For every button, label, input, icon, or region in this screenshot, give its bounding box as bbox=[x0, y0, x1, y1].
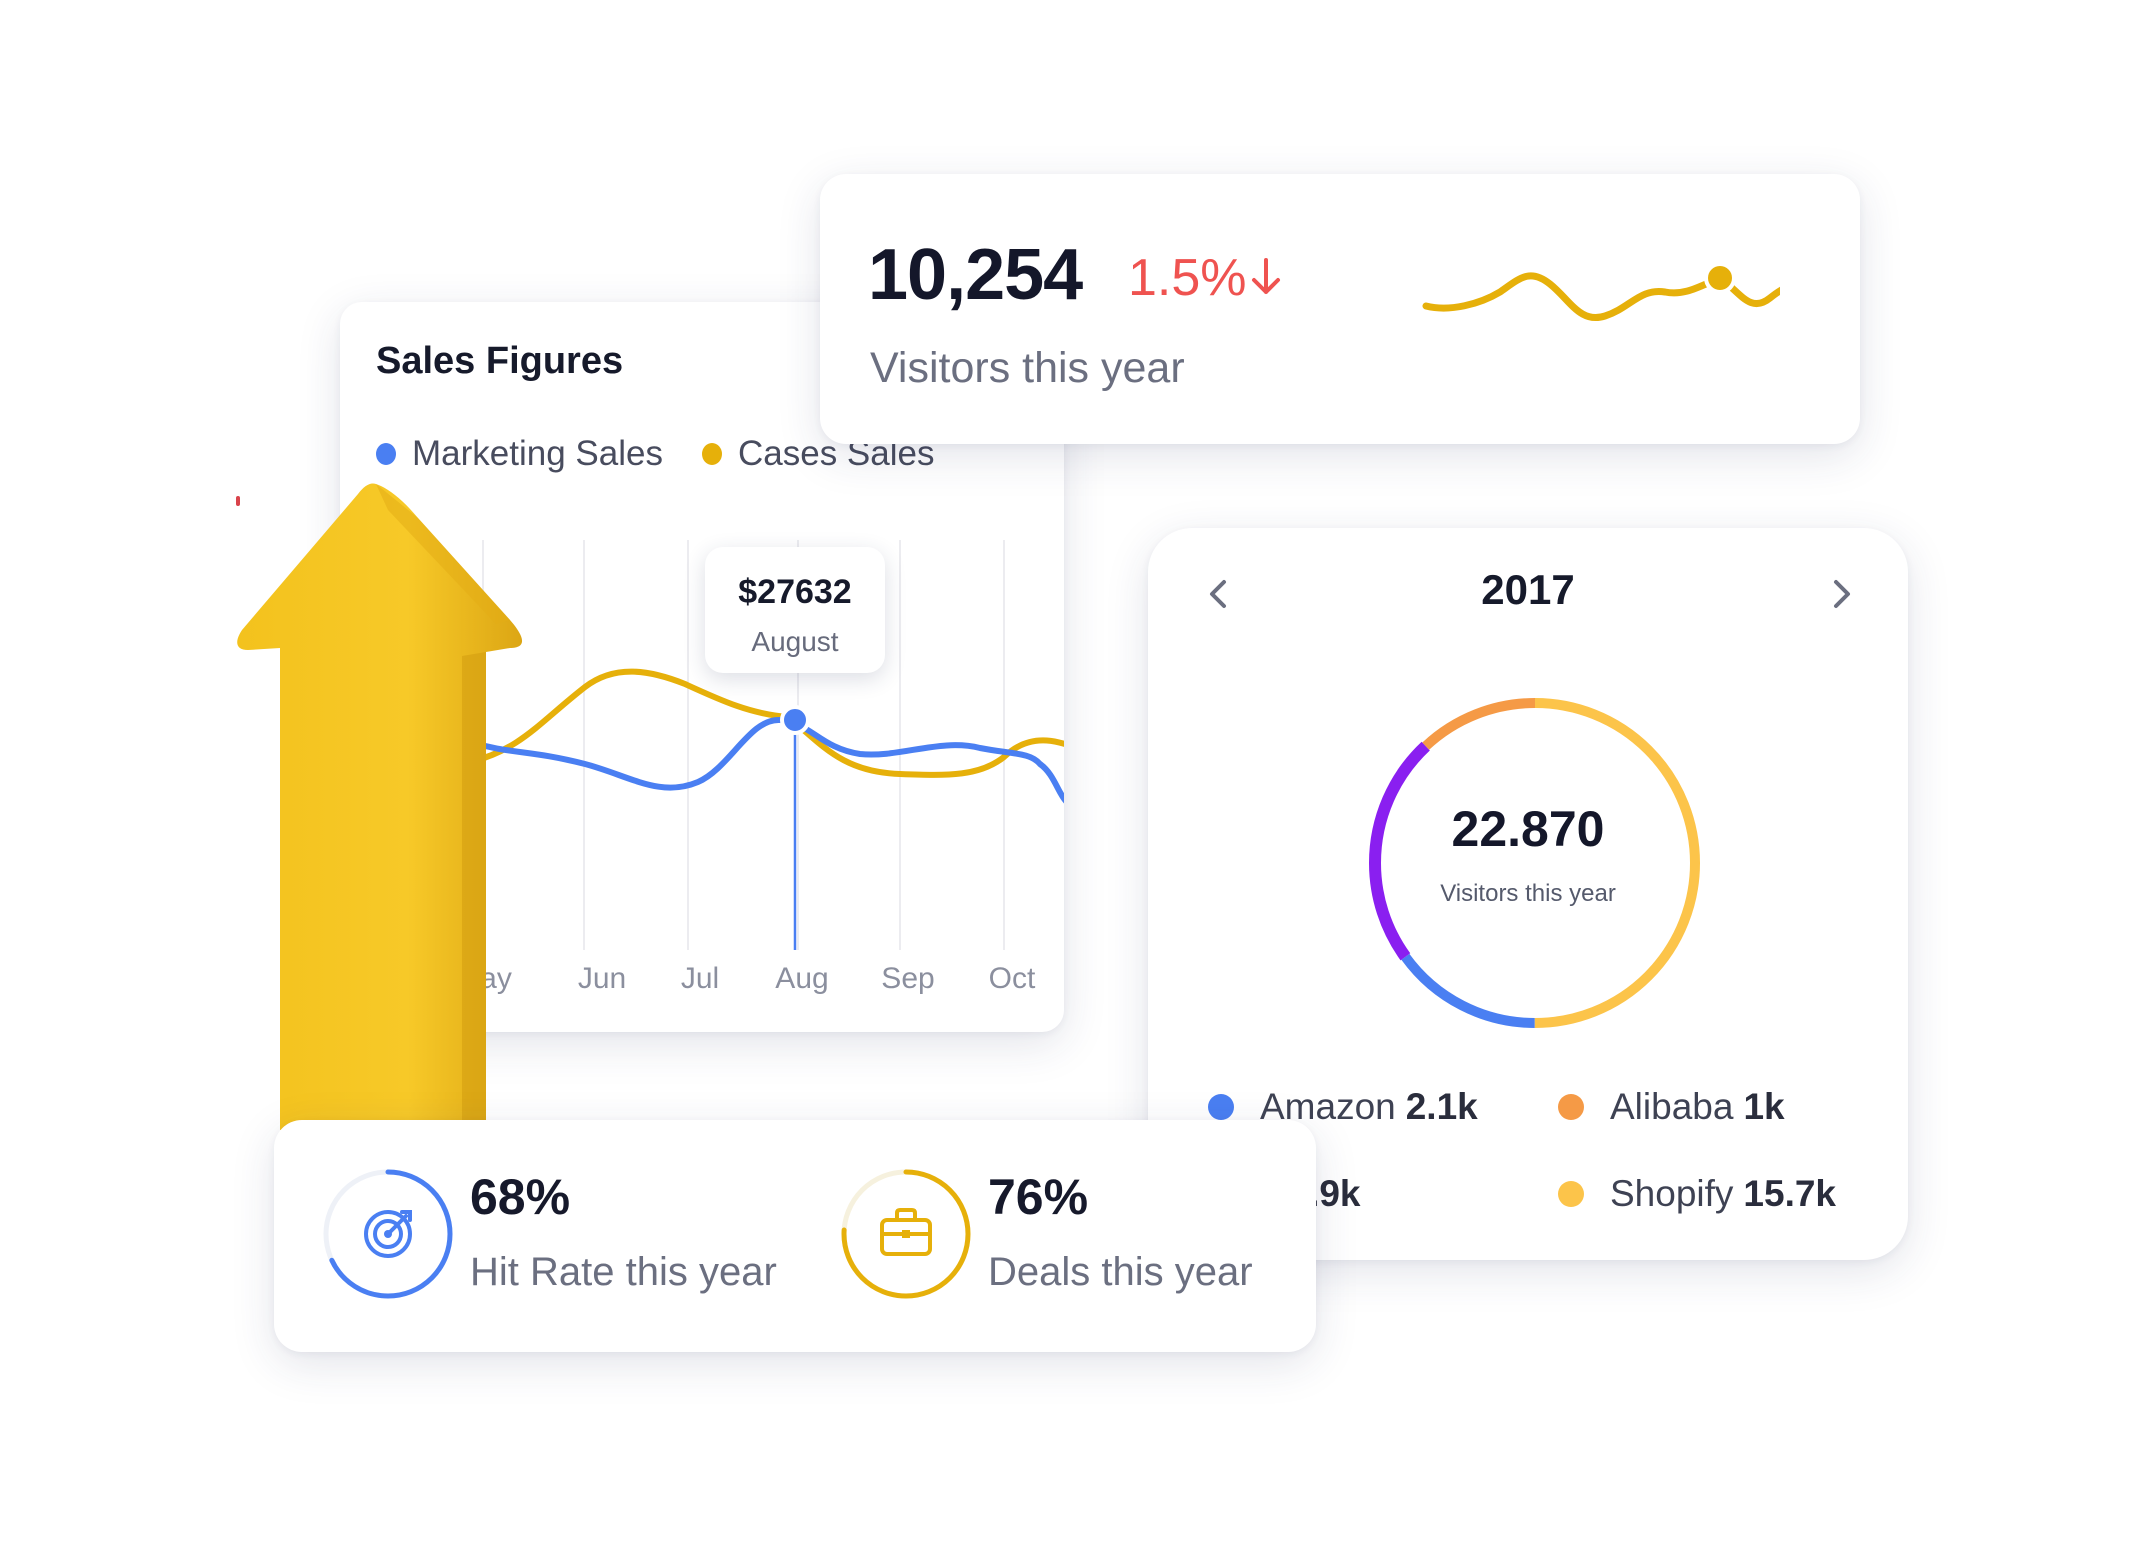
briefcase-icon bbox=[880, 1208, 932, 1256]
donut-segment-purple[interactable] bbox=[1369, 697, 1701, 1029]
store-value: 2.1k bbox=[1405, 1086, 1478, 1127]
donut-segments bbox=[1369, 697, 1701, 1029]
deals-progress-ring bbox=[841, 1169, 971, 1299]
store-dot bbox=[1558, 1181, 1584, 1207]
hit-rate-progress-ring bbox=[323, 1169, 453, 1299]
month-label: Oct bbox=[988, 962, 1036, 995]
hit-rate-value: 68% bbox=[470, 1169, 571, 1225]
deals-label: Deals this year bbox=[988, 1250, 1253, 1294]
donut-segment-shopify[interactable] bbox=[1370, 698, 1700, 1028]
donut-center-value: 22.870 bbox=[1451, 801, 1605, 857]
hover-point[interactable] bbox=[780, 705, 810, 735]
visitors-donut-chart[interactable] bbox=[1350, 678, 1720, 1048]
store-value: 15.7k bbox=[1743, 1173, 1837, 1214]
donut-center-label: Visitors this year bbox=[1440, 880, 1616, 907]
tooltip-month: August bbox=[751, 626, 839, 657]
store-dot bbox=[1558, 1094, 1584, 1120]
store-alibaba: Alibaba 1k bbox=[1558, 1086, 1785, 1128]
visitors-label: Visitors this year bbox=[870, 344, 1185, 392]
visitors-count: 10,254 bbox=[868, 235, 1083, 315]
store-value: 1k bbox=[1743, 1086, 1785, 1127]
legend-dot-cases bbox=[702, 443, 722, 465]
tooltip-value: $27632 bbox=[738, 573, 852, 611]
legend-label-marketing: Marketing Sales bbox=[412, 434, 663, 473]
visitors-summary-card: 10,254 1.5% Visitors this year bbox=[820, 174, 1860, 444]
chevron-left-icon[interactable] bbox=[1198, 574, 1238, 614]
store-shopify: Shopify 15.7k bbox=[1558, 1173, 1836, 1215]
sales-figures-title: Sales Figures bbox=[376, 340, 624, 382]
month-label: Jun bbox=[577, 962, 627, 995]
deals-value: 76% bbox=[988, 1169, 1089, 1225]
chart-tooltip: $27632 August bbox=[705, 547, 885, 673]
year-label: 2017 bbox=[1481, 566, 1575, 613]
arrow-down-icon bbox=[1252, 258, 1280, 294]
chevron-right-icon[interactable] bbox=[1822, 574, 1862, 614]
target-icon bbox=[364, 1210, 412, 1258]
store-dot bbox=[1208, 1094, 1234, 1120]
stats-card: 68% Hit Rate this year 76% Deals this ye… bbox=[274, 1120, 1316, 1352]
visitors-sparkline[interactable] bbox=[1420, 234, 1780, 354]
red-speck bbox=[236, 496, 240, 506]
month-label: Aug bbox=[775, 962, 829, 995]
store-name: Shopify bbox=[1610, 1173, 1734, 1214]
hit-rate-label: Hit Rate this year bbox=[470, 1250, 777, 1294]
month-label: Jul bbox=[680, 962, 720, 995]
month-label: Sep bbox=[881, 962, 935, 995]
sparkline-point bbox=[1704, 262, 1736, 294]
yellow-arrow-image bbox=[237, 483, 523, 1130]
legend-dot-marketing bbox=[376, 443, 396, 465]
visitors-change-percent: 1.5% bbox=[1128, 249, 1247, 307]
legend-marketing-sales[interactable]: Marketing Sales bbox=[376, 434, 663, 474]
store-name: Alibaba bbox=[1610, 1086, 1734, 1127]
